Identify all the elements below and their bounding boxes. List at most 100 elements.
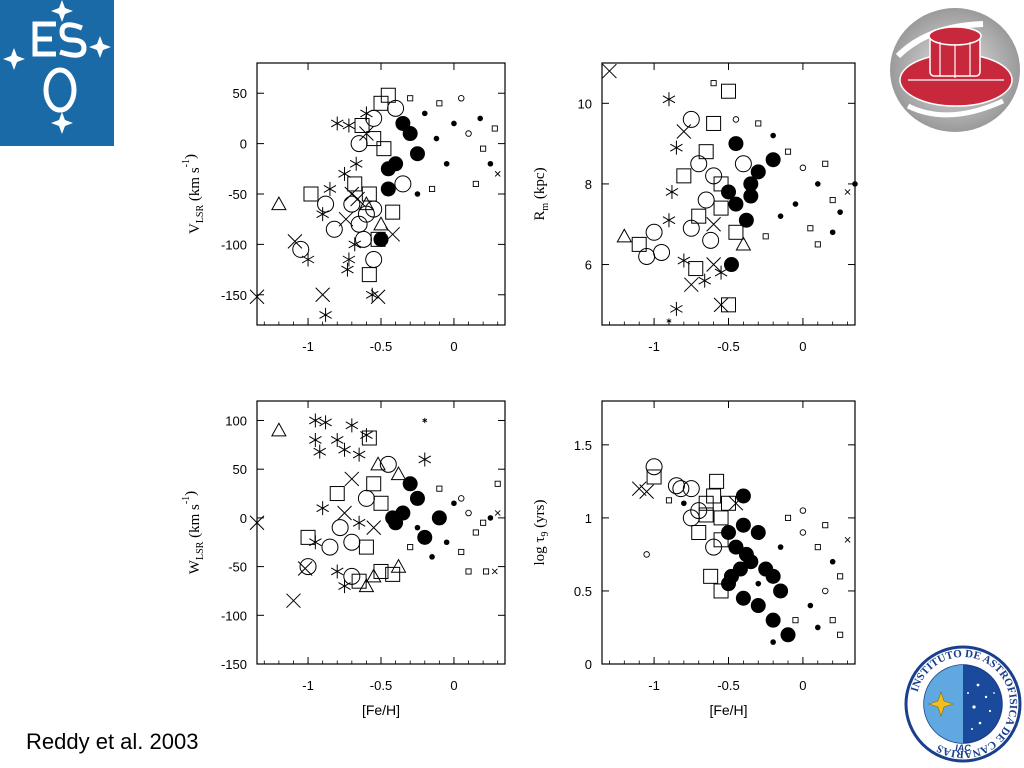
point-open-circle (799, 507, 807, 514)
point-cross (706, 257, 721, 272)
point-open-square (721, 297, 736, 313)
point-asterisk (698, 273, 712, 288)
x-tick-label: 0 (799, 339, 806, 354)
y-label-sub: LSR (195, 541, 206, 560)
point-cross (491, 568, 498, 575)
point-filled-circle (451, 500, 457, 507)
x-tick-label: -0.5 (717, 339, 739, 354)
point-filled-circle (414, 191, 421, 197)
point-open-square (698, 507, 714, 523)
points-vlsr (249, 87, 501, 322)
point-filled-circle (402, 476, 418, 492)
point-open-square (347, 176, 363, 192)
x-tick-label: -1 (648, 339, 660, 354)
y-label-sub: m (540, 203, 551, 211)
point-open-square (361, 267, 377, 283)
point-open-square (691, 208, 707, 224)
point-open-square (373, 563, 389, 579)
point-open-circle (350, 135, 368, 153)
point-filled-circle (395, 505, 411, 521)
points-logtau (631, 458, 851, 645)
point-filled-circle (735, 517, 751, 533)
point-open-circle (292, 240, 310, 258)
point-open-circle (343, 195, 361, 213)
chart-rm: -1 -0.5 0 10 8 6 Rm (kpc) (532, 62, 858, 354)
point-open-circle (321, 538, 339, 556)
point-filled-circle (417, 529, 433, 545)
point-cross (366, 520, 382, 535)
x-axis-label: [Fe/H] (362, 702, 400, 718)
y-axis-label: Rm (kpc) (532, 167, 551, 220)
point-open-square (710, 80, 717, 87)
y-tick-label: 0.5 (574, 584, 592, 599)
point-open-circle (643, 551, 650, 558)
point-open-square (706, 115, 722, 131)
y-label-rest: (km s (187, 504, 203, 542)
y-tick-label: 100 (225, 413, 247, 428)
point-open-circle (702, 231, 720, 249)
y-label-end: ) (183, 154, 199, 159)
point-open-triangle (390, 558, 407, 573)
point-filled-circle (755, 580, 762, 587)
point-asterisk (338, 579, 351, 594)
point-open-triangle (735, 236, 752, 251)
point-filled-circle (421, 110, 428, 117)
x-tick-label: 0 (450, 339, 457, 354)
point-open-triangle (365, 568, 382, 583)
point-cross (602, 63, 617, 79)
point-open-square (822, 160, 829, 167)
point-open-square (385, 204, 401, 220)
point-open-square (665, 497, 673, 504)
point-open-circle (354, 230, 372, 248)
point-open-circle (365, 251, 383, 268)
point-cross (631, 481, 647, 497)
point-open-square (385, 566, 401, 582)
point-filled-circle (829, 558, 836, 565)
point-open-square (721, 495, 736, 511)
point-open-triangle (616, 228, 633, 243)
point-filled-circle (728, 539, 744, 555)
point-open-square (482, 568, 490, 575)
point-filled-circle (721, 184, 736, 200)
x-tick-label: -1 (302, 339, 314, 354)
point-cross (359, 126, 374, 141)
point-open-circle (734, 155, 752, 173)
x-tick-label: -1 (648, 678, 660, 693)
point-asterisk (313, 444, 327, 459)
x-tick-label: -0.5 (370, 339, 392, 354)
point-open-square (458, 548, 465, 556)
point-open-square (646, 469, 662, 485)
point-open-square (373, 95, 389, 111)
point-cross (249, 289, 265, 305)
point-open-circle (705, 538, 723, 556)
y-tick-label: -50 (228, 187, 247, 202)
point-open-circle (343, 533, 361, 551)
point-filled-circle (735, 590, 751, 606)
point-filled-circle (765, 568, 781, 584)
y-tick-label: 0 (240, 511, 247, 526)
y-tick-label: -100 (221, 608, 247, 623)
point-open-circle (697, 191, 715, 209)
point-open-square (837, 631, 844, 638)
point-asterisk (418, 452, 432, 467)
point-open-square (784, 148, 792, 155)
point-open-circle (667, 477, 685, 495)
point-asterisk (345, 418, 359, 433)
point-filled-circle (852, 181, 858, 187)
y-label-rest: (kpc) (532, 167, 548, 202)
point-open-circle (379, 455, 397, 473)
point-asterisk (319, 415, 332, 430)
x-tick-label: -0.5 (370, 678, 392, 693)
point-open-circle (365, 200, 383, 218)
y-label-main: R (532, 211, 548, 221)
point-open-square (676, 168, 692, 184)
point-open-circle (672, 480, 690, 498)
point-open-square (814, 241, 821, 248)
point-asterisk (662, 92, 676, 107)
point-cross (706, 216, 721, 232)
point-filled-circle (395, 115, 411, 131)
point-cross (344, 471, 360, 487)
x-tick-label: 0 (450, 678, 457, 693)
